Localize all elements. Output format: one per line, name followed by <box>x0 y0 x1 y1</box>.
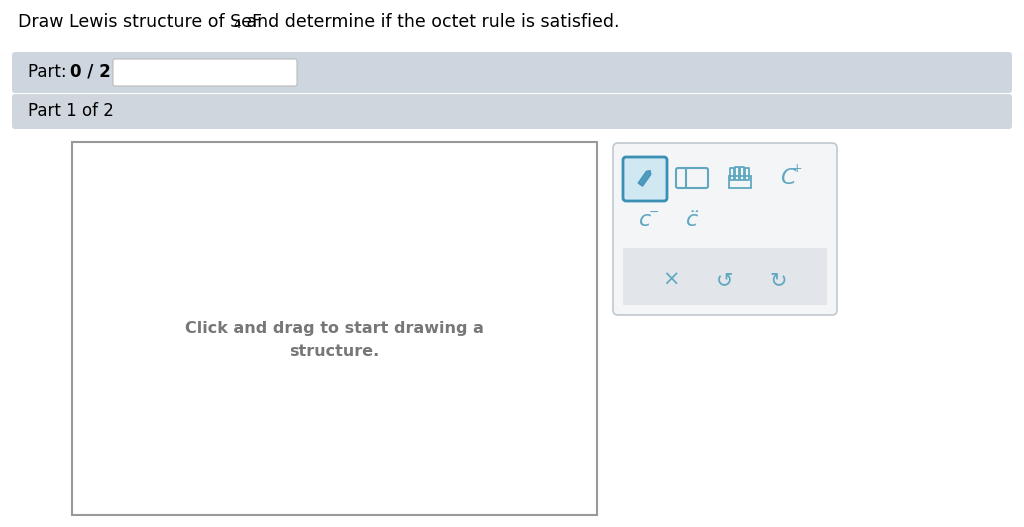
Text: 4: 4 <box>233 18 241 32</box>
Text: ↻: ↻ <box>769 270 786 290</box>
FancyBboxPatch shape <box>113 59 297 86</box>
Bar <box>730 168 734 180</box>
Text: Part 1 of 2: Part 1 of 2 <box>28 102 114 120</box>
Bar <box>740 167 744 180</box>
Text: c: c <box>639 210 651 230</box>
Text: and determine if the octet rule is satisfied.: and determine if the octet rule is satis… <box>241 13 620 31</box>
Bar <box>72 142 597 515</box>
FancyBboxPatch shape <box>623 157 667 201</box>
FancyBboxPatch shape <box>12 52 1012 93</box>
Text: +: + <box>792 162 803 175</box>
Text: Draw Lewis structure of SeF: Draw Lewis structure of SeF <box>18 13 262 31</box>
Bar <box>735 167 739 180</box>
Text: Part:: Part: <box>28 63 72 81</box>
Text: 0 / 2: 0 / 2 <box>70 63 111 81</box>
Text: Click and drag to start drawing a
structure.: Click and drag to start drawing a struct… <box>185 321 484 359</box>
Bar <box>745 168 749 180</box>
Bar <box>623 248 827 305</box>
FancyBboxPatch shape <box>12 94 1012 129</box>
Text: ↺: ↺ <box>716 270 734 290</box>
Polygon shape <box>638 171 651 186</box>
FancyBboxPatch shape <box>613 143 837 315</box>
Text: −: − <box>649 206 659 219</box>
Text: ×: × <box>663 270 680 290</box>
Text: c̈: c̈ <box>686 210 698 230</box>
Bar <box>729 176 751 188</box>
Text: C: C <box>780 168 796 188</box>
